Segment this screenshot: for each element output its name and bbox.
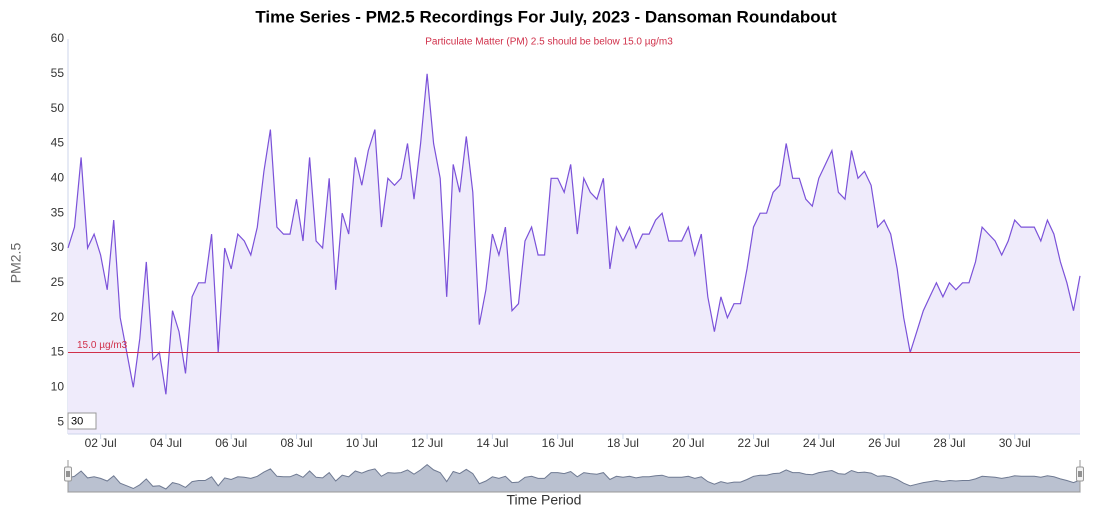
x-tick-label: 18 Jul — [607, 436, 639, 450]
series-line — [67, 73, 1081, 395]
x-tick-label: 24 Jul — [803, 436, 835, 450]
chart-title: Time Series - PM2.5 Recordings For July,… — [255, 7, 837, 26]
x-tick-label: 16 Jul — [542, 436, 574, 450]
x-tick-label: 02 Jul — [85, 436, 117, 450]
range-input: 30 — [71, 415, 83, 427]
x-tick-label: 14 Jul — [476, 436, 508, 450]
x-tick-label: 06 Jul — [215, 436, 247, 450]
y-tick-label: 15 — [51, 345, 65, 359]
y-tick-label: 55 — [51, 66, 65, 80]
navigator-area — [67, 463, 1081, 493]
navigator-handle[interactable] — [1076, 466, 1084, 482]
y-tick-label: 25 — [51, 275, 65, 289]
area-fill — [68, 73, 1080, 435]
y-tick-label: 45 — [51, 136, 65, 150]
navigator-handle[interactable] — [64, 466, 72, 482]
y-tick-label: 5 — [57, 414, 64, 428]
x-tick-label: 26 Jul — [868, 436, 900, 450]
x-axis-title: Time Period — [507, 492, 582, 508]
x-tick-label: 08 Jul — [281, 436, 313, 450]
range-input-box — [67, 412, 97, 430]
y-tick-label: 50 — [51, 101, 65, 115]
y-tick-label: 40 — [51, 171, 65, 185]
x-tick-label: 10 Jul — [346, 436, 378, 450]
x-tick-label: 28 Jul — [933, 436, 965, 450]
y-tick-label: 10 — [51, 379, 65, 393]
x-tick-label: 04 Jul — [150, 436, 182, 450]
y-tick-label: 60 — [51, 31, 65, 45]
chart-subtitle: Particulate Matter (PM) 2.5 should be be… — [425, 37, 673, 48]
y-tick-label: 30 — [51, 240, 65, 254]
y-tick-label: 35 — [51, 205, 65, 219]
y-tick-label: 20 — [51, 310, 65, 324]
x-tick-label: 12 Jul — [411, 436, 443, 450]
x-tick-label: 30 Jul — [999, 436, 1031, 450]
x-tick-label: 22 Jul — [738, 436, 770, 450]
threshold-label: 15.0 µg/m3 — [77, 340, 128, 351]
x-tick-label: 20 Jul — [672, 436, 704, 450]
y-axis-title: PM2.5 — [8, 243, 24, 284]
